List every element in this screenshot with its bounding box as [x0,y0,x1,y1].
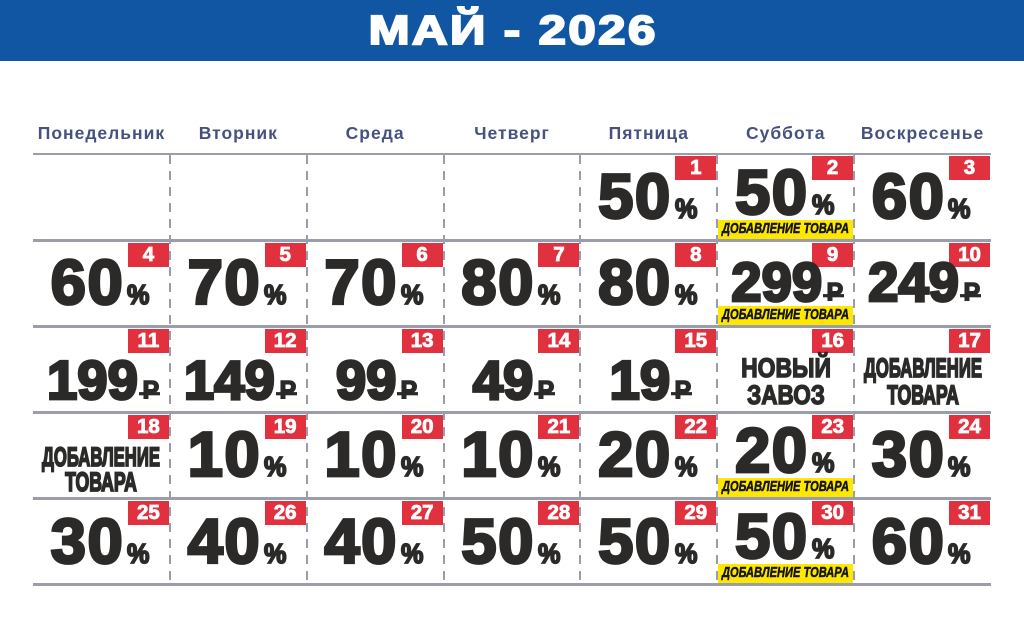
svg-text:Р: Р [142,380,159,399]
svg-text:Р: Р [827,282,844,301]
svg-text:Р: Р [964,282,981,301]
svg-text:Р: Р [401,380,418,399]
svg-text:Р: Р [538,380,555,399]
svg-text:Р: Р [675,380,692,399]
svg-text:Р: Р [279,380,296,399]
